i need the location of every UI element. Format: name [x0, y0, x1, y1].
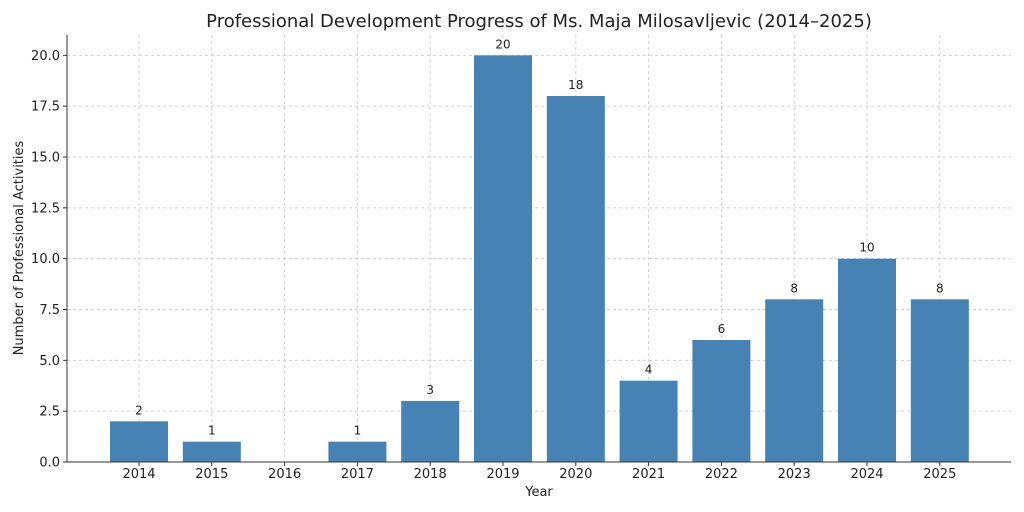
bar — [110, 421, 168, 462]
bar — [474, 55, 532, 462]
y-tick-label: 15.0 — [31, 151, 60, 166]
x-ticks: 2014 2015 2016 2017 2018 2019 2020 2021 2022 2023… — [122, 462, 956, 482]
x-tick-label: 2025 — [923, 467, 956, 482]
x-tick-label: 2022 — [705, 467, 738, 482]
data-label: 4 — [645, 363, 653, 377]
bar — [765, 299, 824, 462]
data-label: 6 — [718, 322, 726, 336]
data-labels: 2 1 1 3 20 18 4 6 8 10 8 — [135, 37, 943, 437]
y-ticks: 0.0 2.5 5.0 7.5 10.0 12.5 15.0 17.5 20.0 — [31, 49, 67, 471]
x-axis-label: Year — [524, 485, 553, 500]
bar — [546, 96, 605, 462]
x-tick-label: 2015 — [195, 467, 228, 482]
x-tick-label: 2021 — [632, 467, 665, 482]
chart-title: Professional Development Progress of Ms.… — [206, 11, 872, 32]
bar — [328, 441, 387, 462]
bar — [838, 258, 896, 462]
x-tick-label: 2014 — [122, 467, 155, 482]
x-tick-label: 2016 — [268, 467, 301, 482]
data-label: 18 — [568, 78, 583, 92]
x-tick-label: 2019 — [486, 467, 519, 482]
x-tick-label: 2023 — [778, 467, 811, 482]
y-tick-label: 0.0 — [39, 456, 60, 471]
bar — [182, 441, 241, 462]
y-tick-label: 10.0 — [31, 252, 60, 267]
x-tick-label: 2020 — [559, 467, 592, 482]
data-label: 20 — [495, 37, 510, 51]
data-label: 8 — [790, 281, 798, 295]
data-label: 2 — [135, 403, 143, 417]
data-label: 1 — [208, 424, 216, 438]
y-tick-label: 5.0 — [39, 354, 60, 369]
x-tick-label: 2017 — [341, 467, 374, 482]
bar — [910, 299, 969, 462]
x-tick-label: 2018 — [414, 467, 447, 482]
y-tick-label: 17.5 — [31, 100, 60, 115]
y-tick-label: 7.5 — [39, 303, 60, 318]
data-label: 8 — [936, 281, 944, 295]
y-tick-label: 2.5 — [39, 405, 60, 420]
bar — [401, 401, 460, 462]
bar — [692, 340, 751, 462]
y-tick-label: 12.5 — [31, 201, 60, 216]
data-label: 1 — [354, 424, 362, 438]
bar — [619, 380, 678, 462]
data-label: 3 — [426, 383, 434, 397]
y-tick-label: 20.0 — [31, 49, 60, 64]
x-tick-label: 2024 — [850, 467, 883, 482]
y-axis-label: Number of Professional Activities — [12, 140, 27, 355]
bars — [110, 55, 969, 462]
data-label: 10 — [859, 241, 874, 255]
